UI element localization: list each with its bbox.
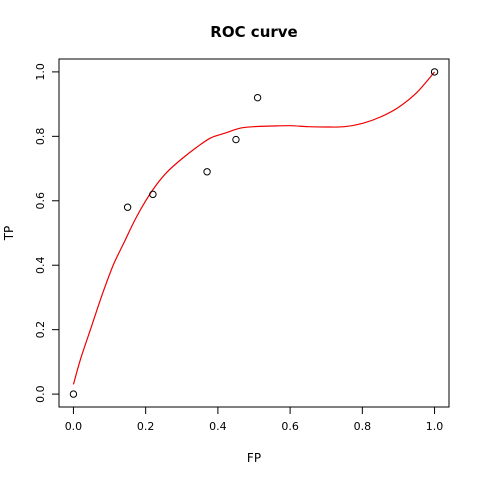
x-tick-label: 0.6 xyxy=(281,420,299,433)
data-points-layer xyxy=(70,69,438,398)
x-tick-label: 0.8 xyxy=(354,420,372,433)
chart-title: ROC curve xyxy=(210,23,297,41)
y-axis-label: TP xyxy=(2,226,16,242)
y-tick-label: 0.6 xyxy=(34,192,47,210)
x-tick-label: 0.4 xyxy=(209,420,227,433)
y-axis: 0.0 0.2 0.4 0.6 0.8 1.0 xyxy=(34,63,59,403)
y-tick-label: 0.2 xyxy=(34,321,47,339)
y-tick-label: 1.0 xyxy=(34,63,47,81)
x-tick-label: 0.0 xyxy=(65,420,83,433)
fitted-curve-layer xyxy=(73,72,434,385)
roc-fitted-curve xyxy=(73,72,434,385)
data-point xyxy=(150,191,156,197)
x-axis: 0.0 0.2 0.4 0.6 0.8 1.0 xyxy=(65,407,444,433)
x-tick-label: 1.0 xyxy=(426,420,444,433)
plot-frame xyxy=(59,59,449,407)
x-tick-label: 0.2 xyxy=(137,420,155,433)
data-point xyxy=(254,94,260,100)
y-tick-label: 0.4 xyxy=(34,256,47,274)
data-point xyxy=(204,169,210,175)
data-point xyxy=(70,391,76,397)
y-tick-label: 0.8 xyxy=(34,128,47,146)
data-point xyxy=(124,204,130,210)
x-axis-label: FP xyxy=(247,451,261,465)
y-tick-label: 0.0 xyxy=(34,385,47,403)
data-point xyxy=(233,136,239,142)
